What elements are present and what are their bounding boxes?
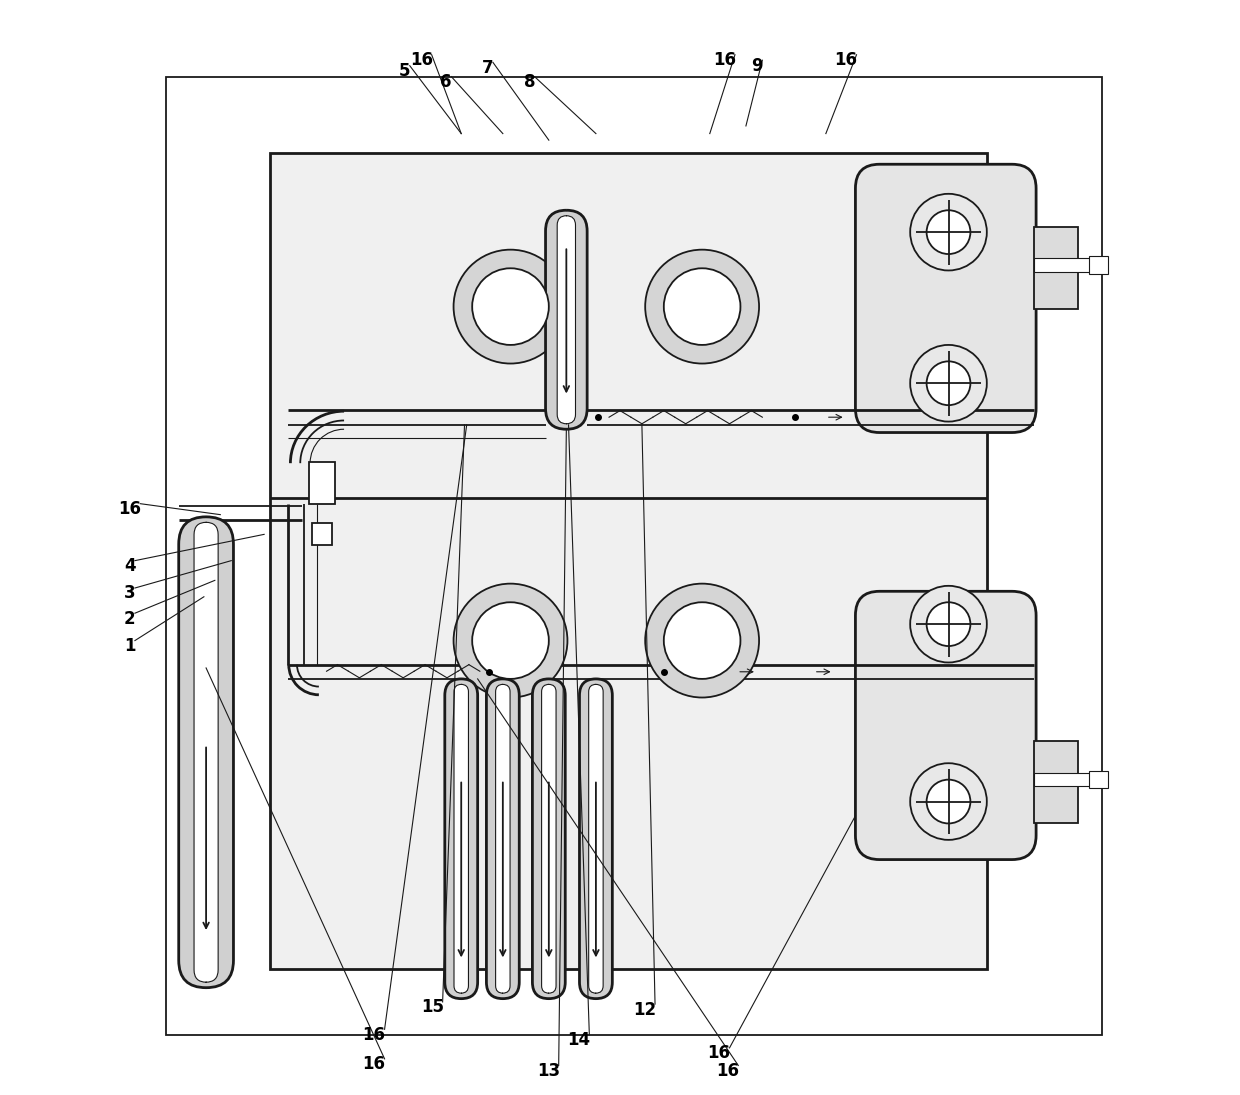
- FancyBboxPatch shape: [856, 164, 1037, 433]
- Text: 16: 16: [713, 51, 737, 69]
- FancyBboxPatch shape: [557, 216, 575, 424]
- Bar: [269, 153, 987, 969]
- Text: 12: 12: [634, 1001, 656, 1018]
- FancyBboxPatch shape: [486, 679, 520, 999]
- Text: 16: 16: [835, 51, 858, 69]
- Bar: [312, 523, 332, 545]
- Text: 16: 16: [119, 500, 141, 518]
- FancyBboxPatch shape: [856, 591, 1037, 860]
- FancyBboxPatch shape: [193, 522, 218, 982]
- Text: 16: 16: [362, 1026, 386, 1044]
- Circle shape: [910, 586, 987, 662]
- Text: 13: 13: [537, 1062, 560, 1080]
- Bar: [166, 77, 1102, 1035]
- FancyBboxPatch shape: [579, 679, 613, 999]
- Text: 2: 2: [124, 610, 135, 627]
- Circle shape: [910, 345, 987, 422]
- Text: 8: 8: [523, 73, 536, 91]
- Circle shape: [472, 602, 549, 679]
- Text: 14: 14: [568, 1031, 590, 1049]
- Circle shape: [910, 194, 987, 270]
- Bar: [1034, 258, 1094, 272]
- Circle shape: [472, 268, 549, 345]
- Bar: [1034, 741, 1078, 823]
- Circle shape: [645, 250, 759, 364]
- Circle shape: [454, 250, 568, 364]
- Text: 16: 16: [409, 51, 433, 69]
- FancyBboxPatch shape: [542, 684, 556, 993]
- Text: 3: 3: [124, 585, 135, 602]
- Text: 16: 16: [362, 1056, 386, 1073]
- FancyBboxPatch shape: [589, 684, 603, 993]
- Bar: [1034, 227, 1078, 309]
- Circle shape: [926, 602, 971, 646]
- Bar: [1089, 256, 1109, 274]
- Circle shape: [910, 763, 987, 840]
- Bar: [1034, 773, 1094, 786]
- Text: 7: 7: [482, 59, 494, 77]
- Text: 6: 6: [440, 73, 451, 91]
- Text: 4: 4: [124, 557, 135, 575]
- Text: 15: 15: [420, 999, 444, 1016]
- FancyBboxPatch shape: [445, 679, 477, 999]
- FancyBboxPatch shape: [454, 684, 469, 993]
- Circle shape: [663, 268, 740, 345]
- Circle shape: [663, 602, 740, 679]
- Bar: [1089, 771, 1109, 788]
- FancyBboxPatch shape: [546, 210, 588, 429]
- Circle shape: [926, 361, 971, 405]
- FancyBboxPatch shape: [179, 517, 233, 988]
- Text: 16: 16: [708, 1045, 730, 1062]
- Circle shape: [645, 584, 759, 698]
- Circle shape: [926, 210, 971, 254]
- Text: 9: 9: [751, 57, 763, 74]
- FancyBboxPatch shape: [496, 684, 510, 993]
- Text: 16: 16: [717, 1062, 739, 1080]
- Circle shape: [454, 584, 568, 698]
- FancyBboxPatch shape: [532, 679, 565, 999]
- Bar: [309, 462, 335, 504]
- Text: 1: 1: [124, 637, 135, 655]
- Circle shape: [926, 780, 971, 823]
- Text: 5: 5: [399, 62, 410, 80]
